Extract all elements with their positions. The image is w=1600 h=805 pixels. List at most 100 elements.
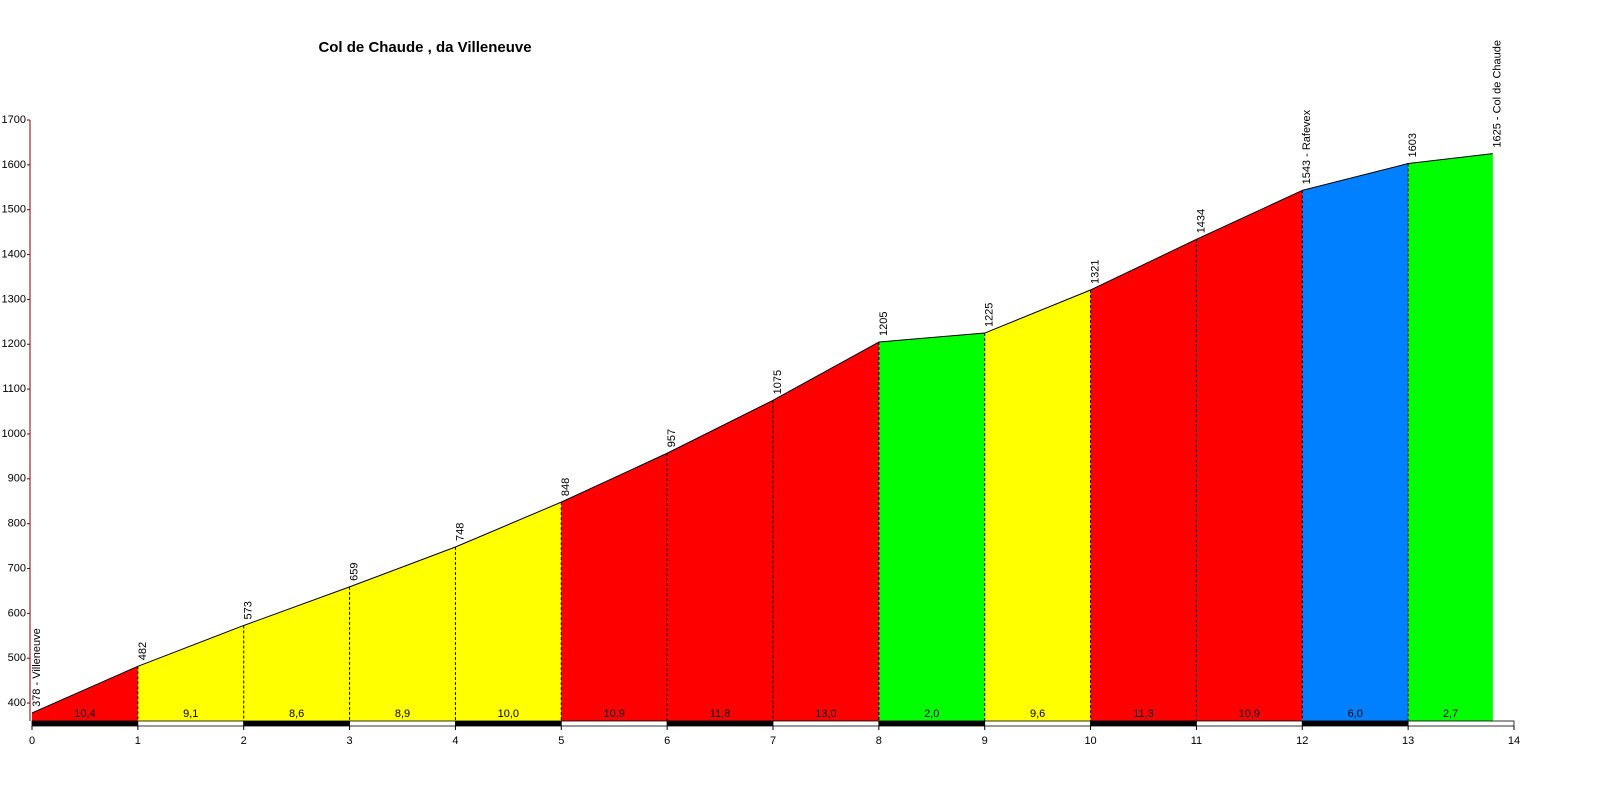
profile-segment bbox=[1302, 163, 1409, 721]
profile-segment bbox=[455, 502, 562, 721]
y-tick-label: 400 bbox=[8, 697, 26, 709]
x-tick-label: 7 bbox=[770, 735, 776, 747]
elevation-label: 1321 bbox=[1089, 259, 1101, 283]
profile-line bbox=[1090, 238, 1197, 291]
x-tick-label: 9 bbox=[982, 735, 988, 747]
y-tick-label: 600 bbox=[8, 607, 26, 619]
gradient-label: 2,0 bbox=[924, 708, 939, 720]
gradient-label: 11,8 bbox=[710, 708, 731, 720]
y-tick-label: 1200 bbox=[2, 338, 26, 350]
km-strip bbox=[1407, 720, 1515, 727]
gradient-label: 10,9 bbox=[604, 708, 625, 720]
km-strip bbox=[984, 720, 1091, 727]
profile-line bbox=[984, 289, 1091, 334]
profile-segment bbox=[667, 400, 773, 721]
gradient-label: 10,9 bbox=[1239, 708, 1260, 720]
km-strip bbox=[137, 720, 245, 727]
profile-segment bbox=[984, 289, 1091, 721]
profile-segment bbox=[1408, 153, 1493, 721]
km-strip bbox=[666, 720, 774, 727]
y-tick-label: 1000 bbox=[2, 428, 26, 440]
profile-line bbox=[455, 501, 562, 548]
profile-segment bbox=[32, 666, 138, 721]
profile-segment bbox=[137, 625, 244, 721]
km-strip bbox=[31, 720, 139, 727]
profile-line bbox=[772, 341, 880, 401]
x-tick-label: 11 bbox=[1191, 735, 1202, 747]
km-strip bbox=[560, 720, 668, 727]
elevation-label: 1543 - Rafevex bbox=[1301, 109, 1313, 184]
x-tick-label: 6 bbox=[664, 735, 670, 747]
elevation-label: 848 bbox=[560, 478, 572, 496]
y-tick-label: 700 bbox=[8, 562, 26, 574]
gradient-label: 8,9 bbox=[395, 708, 410, 720]
chart-title: Col de Chaude , da Villeneuve bbox=[318, 39, 531, 56]
gradient-label: 13,0 bbox=[815, 708, 836, 720]
profile-segment bbox=[878, 333, 985, 721]
profile-segment bbox=[1090, 239, 1197, 721]
elevation-label: 1225 bbox=[984, 303, 996, 327]
y-tick-label: 500 bbox=[8, 652, 26, 664]
profile-segment bbox=[243, 586, 350, 721]
km-strip bbox=[878, 720, 986, 727]
x-tick-label: 8 bbox=[876, 735, 882, 747]
gradient-label: 9,6 bbox=[1030, 708, 1045, 720]
y-tick-label: 1100 bbox=[2, 383, 26, 395]
gradient-label: 10,4 bbox=[74, 708, 95, 720]
profile-line bbox=[137, 625, 244, 667]
elevation-label: 1434 bbox=[1195, 209, 1207, 233]
km-strip bbox=[1196, 720, 1303, 727]
profile-segment bbox=[561, 453, 668, 721]
km-strip bbox=[1090, 720, 1197, 727]
profile-line bbox=[666, 399, 774, 454]
elevation-label: 1075 bbox=[772, 370, 784, 394]
gradient-label: 2,7 bbox=[1443, 708, 1458, 720]
y-tick-label: 900 bbox=[8, 473, 26, 485]
profile-segment bbox=[773, 342, 879, 721]
x-tick-label: 10 bbox=[1084, 735, 1096, 747]
x-tick-label: 0 bbox=[29, 735, 35, 747]
elevation-label: 957 bbox=[666, 429, 678, 447]
profile-line bbox=[349, 546, 456, 588]
x-tick-label: 1 bbox=[135, 735, 141, 747]
elevation-label: 1625 - Col de Chaude bbox=[1492, 40, 1504, 148]
y-tick-label: 1300 bbox=[2, 293, 26, 305]
elevation-label: 573 bbox=[243, 601, 255, 619]
x-tick-label: 14 bbox=[1508, 735, 1520, 747]
profile-line bbox=[1302, 163, 1409, 191]
elevation-label: 1205 bbox=[878, 312, 890, 336]
km-strip bbox=[455, 720, 562, 727]
km-strip bbox=[243, 720, 350, 727]
elevation-label: 659 bbox=[348, 563, 360, 581]
gradient-label: 11,3 bbox=[1133, 708, 1154, 720]
gradient-label: 8,6 bbox=[289, 708, 304, 720]
elevation-label: 378 - Villeneuve bbox=[31, 628, 43, 707]
x-tick-label: 13 bbox=[1402, 735, 1414, 747]
x-tick-label: 12 bbox=[1296, 735, 1308, 747]
profile-segment bbox=[1196, 190, 1303, 722]
x-tick-label: 4 bbox=[452, 735, 458, 747]
km-strip bbox=[349, 720, 456, 727]
gradient-label: 6,0 bbox=[1348, 708, 1363, 720]
y-tick-label: 1700 bbox=[2, 114, 26, 126]
profile-line bbox=[243, 586, 350, 626]
y-tick-label: 1600 bbox=[2, 159, 26, 171]
y-tick-label: 1400 bbox=[2, 248, 26, 260]
profile-line bbox=[1408, 153, 1493, 165]
profile-line bbox=[31, 665, 139, 714]
x-tick-label: 2 bbox=[241, 735, 247, 747]
x-tick-label: 5 bbox=[558, 735, 564, 747]
gradient-label: 10,0 bbox=[498, 708, 519, 720]
profile-line bbox=[561, 452, 668, 503]
profile-line bbox=[878, 332, 985, 343]
profile-line bbox=[1196, 189, 1303, 240]
elevation-label: 482 bbox=[137, 642, 149, 660]
profile-segment bbox=[349, 546, 456, 721]
gradient-label: 9,1 bbox=[183, 708, 198, 720]
km-strip bbox=[772, 720, 880, 727]
y-tick-label: 1500 bbox=[2, 204, 26, 216]
elevation-label: 1603 bbox=[1407, 133, 1419, 157]
elevation-label: 748 bbox=[454, 523, 466, 541]
x-tick-label: 3 bbox=[347, 735, 353, 747]
